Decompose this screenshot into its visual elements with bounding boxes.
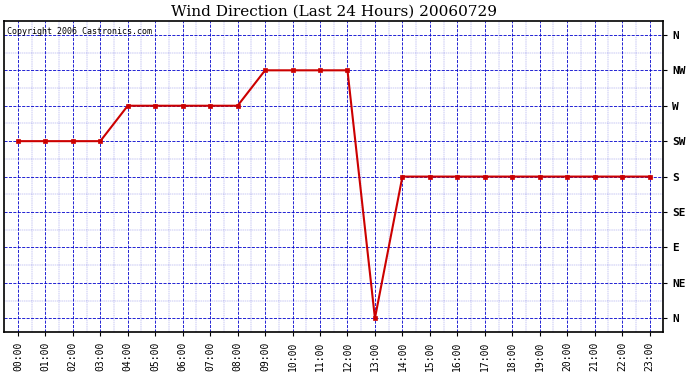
- Text: Copyright 2006 Castronics.com: Copyright 2006 Castronics.com: [8, 27, 152, 36]
- Title: Wind Direction (Last 24 Hours) 20060729: Wind Direction (Last 24 Hours) 20060729: [170, 4, 497, 18]
